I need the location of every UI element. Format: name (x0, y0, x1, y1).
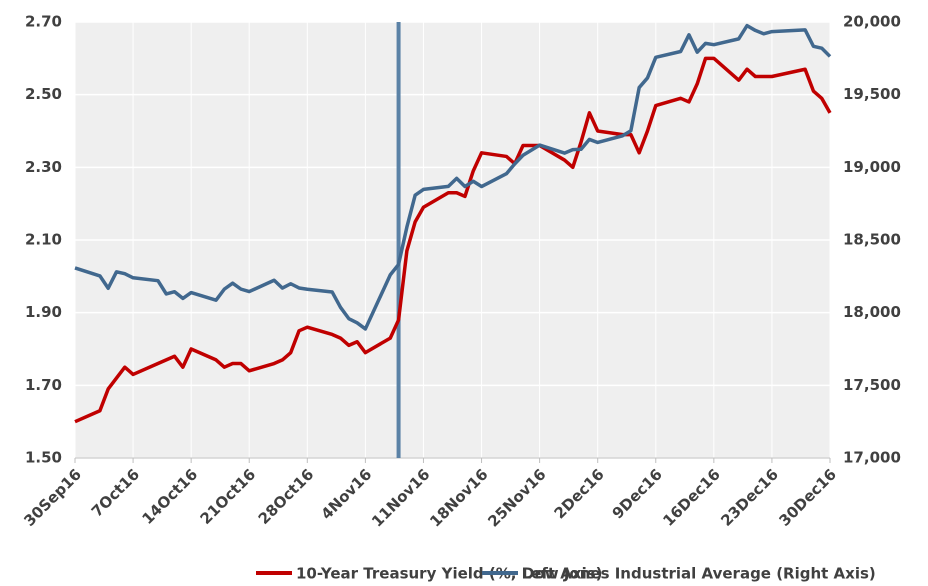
y-tick-label: 2.10 (25, 231, 62, 249)
y-tick-label: 1.50 (25, 449, 62, 467)
x-tick-label: 30Sep16 (20, 465, 85, 530)
y-tick-label: 1.90 (25, 303, 62, 321)
x-tick-label: 14Oct16 (139, 465, 202, 528)
y-tick-label: 2.50 (25, 85, 62, 103)
y-tick-label: 2.30 (25, 158, 62, 176)
x-tick-label: 7Oct16 (88, 465, 143, 520)
y2-tick-label: 19,500 (843, 85, 901, 103)
y-tick-label: 2.70 (25, 13, 62, 31)
x-tick-label: 28Oct16 (255, 465, 318, 528)
x-tick-label: 18Nov16 (426, 465, 491, 530)
y2-tick-label: 19,000 (843, 158, 901, 176)
x-tick-label: 30Dec16 (775, 465, 840, 530)
legend-label: 10-Year Treasury Yield (%, Left Axis) (296, 565, 603, 583)
x-tick-label: 21Oct16 (197, 465, 260, 528)
x-tick-label: 16Dec16 (659, 465, 724, 530)
x-tick-label: 2Dec16 (551, 465, 608, 522)
y2-tick-label: 17,000 (843, 449, 901, 467)
x-tick-label: 9Dec16 (609, 465, 666, 522)
x-tick-label: 4Nov16 (317, 465, 375, 523)
x-tick-label: 23Dec16 (717, 465, 782, 530)
legend-label: Dow Jones Industrial Average (Right Axis… (522, 565, 876, 583)
y2-tick-label: 18,000 (843, 303, 901, 321)
y-tick-label: 1.70 (25, 376, 62, 394)
x-tick-label: 25Nov16 (484, 465, 549, 530)
series-line (74, 56, 832, 424)
y2-tick-label: 18,500 (843, 231, 901, 249)
y2-tick-label: 20,000 (843, 13, 901, 31)
y2-tick-label: 17,500 (843, 376, 901, 394)
series-line (74, 23, 832, 331)
x-tick-label: 11Nov16 (368, 465, 433, 530)
